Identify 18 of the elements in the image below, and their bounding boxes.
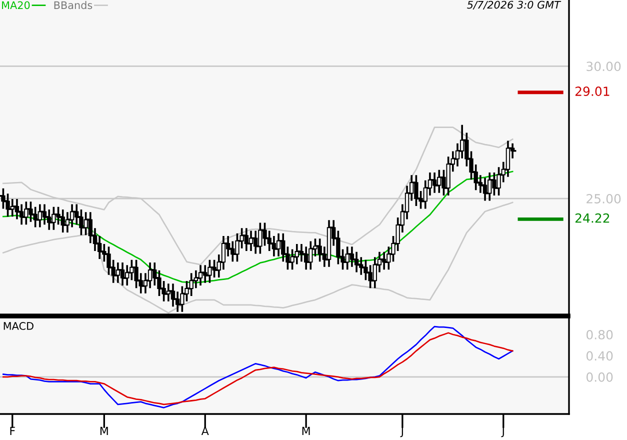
x-tick-label: J xyxy=(400,426,403,438)
y-tick-label: 0.40 xyxy=(586,351,613,361)
chart-title: MACD xyxy=(4,322,34,330)
x-tick-label: J xyxy=(501,426,504,438)
legend-label: MA20 xyxy=(2,1,30,10)
x-tick-label: M xyxy=(100,426,108,435)
x-tick-label: M xyxy=(302,426,310,435)
ref-line-label: 24.22 xyxy=(575,213,610,223)
x-tick-label: F xyxy=(10,426,15,435)
line-series xyxy=(2,202,514,314)
y-tick-label: 0.00 xyxy=(586,372,613,382)
annotation: 5/7/2026 3:0 GMT xyxy=(467,0,562,10)
ref-line-label: 29.01 xyxy=(575,86,610,96)
y-tick-label: 0.80 xyxy=(586,330,613,340)
x-tick-label: A xyxy=(201,426,209,435)
y-tick-label: 30.00 xyxy=(586,62,621,72)
legend-label: BBands xyxy=(54,1,92,10)
y-tick-label: 25.00 xyxy=(586,194,621,204)
